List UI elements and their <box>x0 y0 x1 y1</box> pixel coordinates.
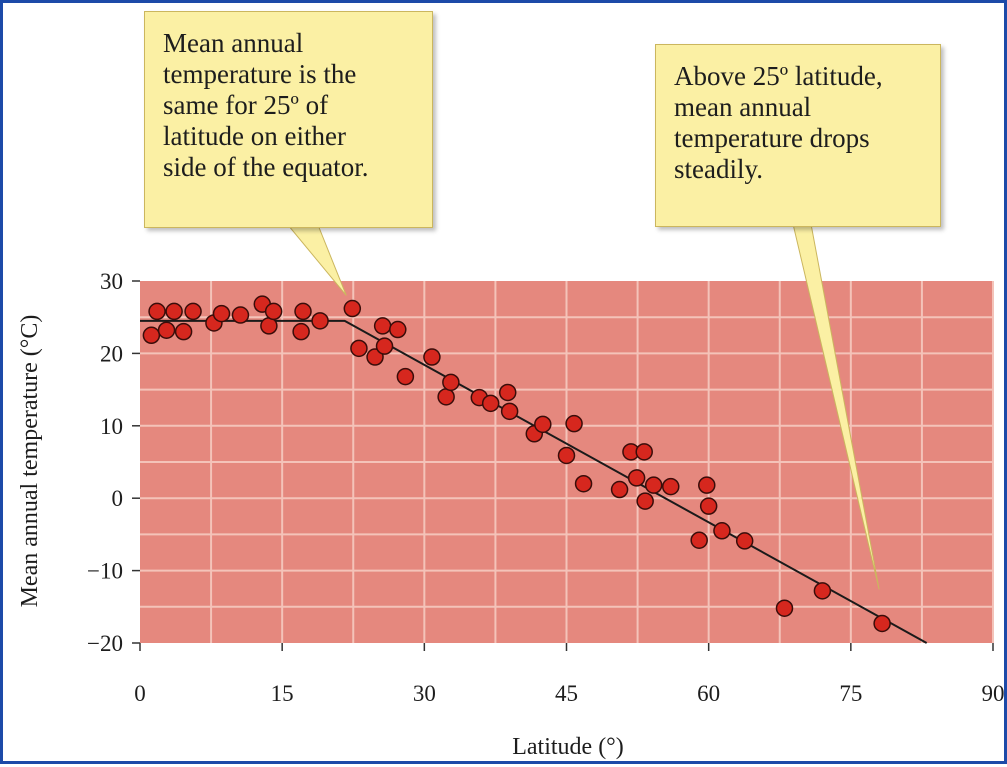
data-points <box>142 295 891 633</box>
data-point <box>396 367 415 386</box>
data-point <box>698 476 716 494</box>
data-point <box>311 312 329 330</box>
data-point <box>690 531 708 549</box>
data-point <box>735 532 754 550</box>
data-point <box>662 477 680 496</box>
data-point <box>373 317 392 335</box>
y-tick-label: 10 <box>100 414 123 439</box>
x-tick-label: 15 <box>271 681 294 706</box>
data-point <box>699 497 718 515</box>
data-point <box>713 522 731 540</box>
data-point <box>423 348 441 366</box>
data-point <box>481 394 500 413</box>
data-point <box>142 326 161 345</box>
data-point <box>260 317 278 335</box>
callout-temperature-drop: Above 25º latitude, mean annual temperat… <box>655 44 941 227</box>
callout-line: steadily. <box>674 154 763 184</box>
y-tick-label: −20 <box>87 631 123 656</box>
y-tick-label: −10 <box>87 559 123 584</box>
data-point <box>437 388 455 406</box>
data-point <box>775 599 794 617</box>
y-axis-label: Mean annual temperature (°C) <box>17 315 43 608</box>
data-point <box>292 322 310 341</box>
callout-line: mean annual <box>674 92 812 122</box>
x-tick-label: 75 <box>839 681 862 706</box>
callout-line: temperature is the <box>163 59 357 89</box>
y-tick-label: 20 <box>100 341 123 366</box>
data-point <box>157 321 176 339</box>
data-point <box>644 476 663 494</box>
data-point <box>534 415 552 434</box>
x-tick-label: 45 <box>555 681 578 706</box>
callout-line: side of the equator. <box>163 152 369 182</box>
data-point <box>264 302 283 321</box>
data-point <box>148 302 166 321</box>
callout-equator-plateau: Mean annual temperature is the same for … <box>144 11 433 228</box>
data-point <box>500 402 519 421</box>
y-tick-label: 0 <box>112 486 124 511</box>
scatter-chart: 0 15 30 45 60 75 90 30 20 10 0 −10 −20 Mean annual t… <box>17 223 1005 760</box>
axis-ticks: 0 15 30 45 60 75 90 30 20 10 0 −10 −20 <box>87 269 1004 706</box>
data-point <box>212 304 231 323</box>
data-point <box>366 348 384 366</box>
data-point <box>375 337 394 355</box>
x-axis-label: Latitude (°) <box>512 734 624 760</box>
data-point <box>231 306 250 324</box>
data-point <box>350 339 368 358</box>
data-point <box>343 299 362 318</box>
data-point <box>635 443 653 461</box>
data-point <box>557 446 576 465</box>
callout-line: Above 25º latitude, <box>674 61 883 91</box>
data-point <box>174 322 193 341</box>
data-point <box>574 474 593 493</box>
callout-line: Mean annual <box>163 28 304 58</box>
y-tick-label: 30 <box>100 269 123 294</box>
data-point <box>610 480 629 499</box>
data-point <box>294 302 312 321</box>
data-point <box>389 320 407 339</box>
callout-line: temperature drops <box>674 123 870 153</box>
data-point <box>565 414 583 433</box>
data-point <box>813 582 832 600</box>
x-tick-label: 30 <box>413 681 436 706</box>
data-point <box>636 492 654 510</box>
data-point <box>873 614 891 633</box>
data-point <box>498 383 517 402</box>
callout-line: same for 25º of <box>163 90 329 120</box>
data-point <box>442 373 460 392</box>
data-point <box>184 302 202 321</box>
data-point <box>165 302 183 321</box>
x-tick-label: 90 <box>982 681 1005 706</box>
callout-line: latitude on either <box>163 121 346 151</box>
x-tick-label: 60 <box>697 681 720 706</box>
x-tick-label: 0 <box>134 681 146 706</box>
data-point <box>627 469 646 487</box>
